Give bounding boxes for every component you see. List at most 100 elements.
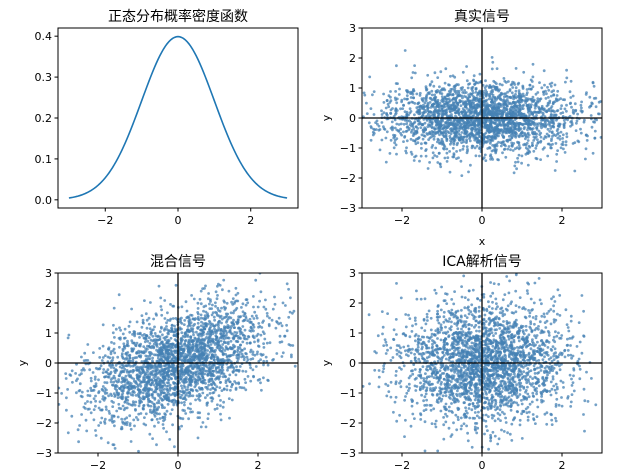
true-ylabel: y — [320, 114, 333, 121]
scatter-point — [507, 134, 511, 138]
scatter-point — [435, 155, 439, 158]
scatter-point — [158, 358, 162, 362]
scatter-point — [173, 324, 176, 328]
scatter-point — [189, 324, 192, 327]
scatter-point — [196, 378, 200, 381]
scatter-point — [93, 377, 97, 381]
scatter-point — [619, 65, 622, 68]
scatter-point — [208, 340, 212, 344]
scatter-point — [449, 139, 452, 143]
scatter-point — [203, 318, 207, 321]
scatter-point — [120, 380, 123, 384]
scatter-point — [526, 163, 530, 167]
scatter-point — [46, 384, 49, 387]
scatter-point — [365, 101, 368, 105]
scatter-point — [547, 142, 551, 146]
scatter-point — [496, 88, 500, 92]
scatter-point — [207, 383, 211, 387]
scatter-point — [399, 122, 403, 126]
scatter-point — [180, 387, 184, 390]
scatter-point — [445, 160, 449, 163]
scatter-point — [155, 366, 158, 369]
scatter-point — [179, 319, 183, 322]
scatter-point — [491, 126, 494, 130]
scatter-point — [493, 143, 497, 147]
scatter-point — [236, 318, 240, 321]
scatter-point — [110, 394, 113, 397]
scatter-point — [435, 100, 439, 104]
scatter-point — [465, 130, 469, 134]
scatter-point — [543, 135, 547, 138]
scatter-point — [472, 111, 476, 114]
scatter-point — [138, 374, 142, 378]
scatter-point — [377, 124, 381, 128]
scatter-point — [194, 383, 198, 387]
scatter-point — [501, 151, 504, 155]
scatter-point — [538, 107, 541, 110]
scatter-point — [516, 109, 519, 113]
scatter-point — [470, 126, 474, 130]
scatter-point — [222, 387, 226, 391]
scatter-point — [590, 101, 594, 105]
scatter-point — [489, 157, 492, 161]
scatter-point — [196, 301, 200, 305]
scatter-point — [513, 83, 517, 86]
scatter-point — [180, 401, 184, 405]
scatter-point — [512, 95, 516, 99]
scatter-point — [162, 426, 166, 430]
scatter-point — [82, 367, 85, 370]
scatter-point — [517, 153, 521, 157]
scatter-point — [523, 99, 526, 103]
scatter-point — [367, 121, 371, 125]
scatter-point — [559, 130, 563, 134]
scatter-point — [88, 407, 91, 411]
scatter-point — [215, 385, 219, 389]
scatter-point — [215, 407, 219, 410]
scatter-point — [238, 386, 242, 389]
scatter-point — [262, 376, 265, 380]
scatter-point — [206, 349, 210, 352]
scatter-point — [508, 88, 512, 91]
scatter-point — [222, 299, 226, 303]
scatter-point — [270, 318, 274, 322]
scatter-point — [211, 339, 215, 343]
scatter-point — [425, 132, 429, 135]
scatter-point — [66, 388, 69, 391]
scatter-point — [137, 392, 140, 396]
scatter-point — [165, 325, 168, 328]
scatter-point — [561, 143, 565, 147]
scatter-point — [107, 394, 110, 398]
scatter-point — [107, 409, 111, 413]
pdf-series-line — [68, 35, 288, 199]
scatter-point — [575, 121, 578, 125]
scatter-point — [193, 377, 197, 381]
scatter-point — [240, 348, 244, 352]
pdf-plot-area — [68, 35, 288, 199]
scatter-point — [504, 155, 508, 159]
scatter-point — [510, 130, 514, 134]
scatter-point — [206, 393, 209, 397]
panel-pdf: 正态分布概率密度函数 −2 0 20.00.10.20.30.4 — [35, 8, 299, 227]
scatter-point — [467, 133, 471, 137]
scatter-point — [204, 355, 208, 358]
scatter-point — [353, 95, 356, 98]
scatter-point — [573, 102, 577, 106]
scatter-point — [180, 331, 184, 335]
scatter-point — [160, 308, 164, 312]
scatter-point — [585, 133, 588, 137]
scatter-point — [503, 126, 506, 130]
scatter-point — [174, 391, 177, 395]
scatter-point — [92, 418, 96, 422]
scatter-point — [215, 297, 219, 301]
scatter-point — [505, 138, 509, 142]
scatter-point — [164, 364, 167, 368]
scatter-point — [495, 67, 499, 70]
scatter-point — [443, 81, 447, 85]
scatter-point — [371, 93, 374, 97]
scatter-point — [108, 363, 112, 366]
scatter-point — [142, 378, 145, 382]
scatter-point — [91, 371, 95, 374]
scatter-point — [505, 114, 508, 118]
scatter-point — [110, 416, 114, 420]
scatter-point — [514, 102, 517, 105]
